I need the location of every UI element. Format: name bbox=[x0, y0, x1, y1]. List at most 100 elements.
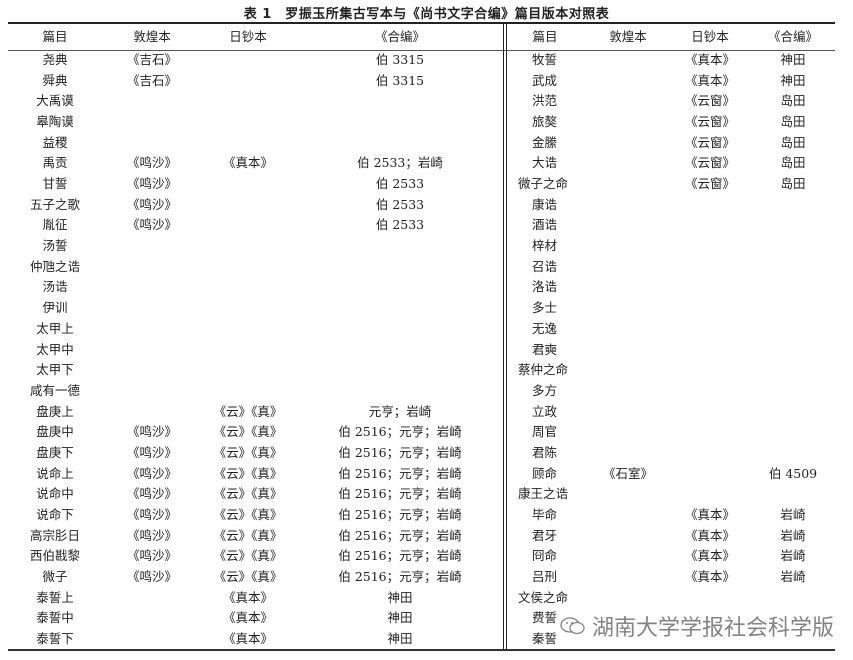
cell-title: 康诰 bbox=[532, 196, 558, 212]
cell-richao: 《真本》 bbox=[684, 548, 736, 564]
cell-title: 泰誓上 bbox=[36, 589, 74, 605]
cell-hebian: 岛田 bbox=[780, 176, 806, 192]
cell-title: 汤誓 bbox=[42, 238, 68, 254]
cell-hebian: 岛田 bbox=[780, 114, 806, 130]
cell-richao: 《真本》 bbox=[684, 527, 736, 543]
cell-hebian: 岛田 bbox=[780, 155, 806, 171]
cell-hebian: 伯 3315 bbox=[375, 52, 425, 67]
bottom-rule bbox=[8, 649, 835, 651]
cell-title: 吕刑 bbox=[532, 569, 558, 584]
cell-title: 禹贡 bbox=[42, 155, 68, 171]
cell-title: 金縢 bbox=[532, 134, 558, 150]
cell-dunhuang: 《鸣沙》 bbox=[126, 506, 178, 522]
header-richao: 日钞本 bbox=[691, 29, 729, 44]
cell-hebian: 伯 4509 bbox=[768, 465, 818, 481]
cell-title: 汤诰 bbox=[42, 279, 68, 295]
cell-richao: 《真本》 bbox=[222, 610, 274, 626]
cell-hebian: 神田 bbox=[387, 589, 413, 605]
cell-dunhuang: 《石室》 bbox=[602, 465, 654, 481]
cell-dunhuang: 《鸣沙》 bbox=[126, 176, 178, 192]
cell-title: 太甲中 bbox=[36, 341, 74, 357]
cell-richao: 《云》《真》 bbox=[213, 506, 283, 522]
cell-title: 文侯之命 bbox=[518, 589, 569, 605]
cell-title: 说命中 bbox=[36, 486, 74, 502]
cell-title: 周官 bbox=[532, 424, 558, 440]
header-dunhuang: 敦煌本 bbox=[609, 29, 647, 44]
header-hebian: 《合编》 bbox=[767, 29, 819, 44]
cell-title: 说命下 bbox=[36, 506, 74, 522]
cell-hebian: 岩崎 bbox=[780, 527, 806, 543]
cell-title: 大诰 bbox=[532, 155, 558, 171]
cell-title: 毕命 bbox=[532, 506, 558, 522]
cell-richao: 《真本》 bbox=[222, 631, 274, 647]
cell-title: 蔡仲之命 bbox=[518, 362, 569, 378]
cell-hebian: 岩崎 bbox=[780, 548, 806, 564]
cell-hebian: 伯 2516；元亨；岩崎 bbox=[338, 527, 462, 543]
cell-title: 高宗肜日 bbox=[29, 527, 81, 543]
cell-richao: 《云窗》 bbox=[684, 114, 736, 130]
cell-title: 多方 bbox=[532, 382, 558, 398]
watermark-text: 湖南大学学报社会科学版 bbox=[592, 616, 835, 641]
cell-title: 太甲下 bbox=[36, 362, 74, 378]
cell-title: 仲虺之诰 bbox=[29, 258, 81, 274]
cell-richao: 《云》《真》 bbox=[213, 444, 283, 460]
cell-title: 康王之诰 bbox=[518, 486, 569, 502]
table-title: 表 1 罗振玉所集古写本与《尚书文字合编》篇目版本对照表 bbox=[243, 7, 610, 22]
cell-title: 盘庚中 bbox=[36, 424, 74, 440]
cell-richao: 《真本》 bbox=[684, 52, 736, 67]
cell-hebian: 岛田 bbox=[780, 93, 806, 109]
cell-hebian: 伯 2516；元亨；岩崎 bbox=[338, 548, 462, 564]
cell-title: 洪范 bbox=[532, 93, 558, 109]
cell-title: 牧誓 bbox=[532, 52, 558, 67]
cell-title: 多士 bbox=[532, 300, 558, 316]
cell-hebian: 神田 bbox=[387, 610, 413, 626]
cell-dunhuang: 《鸣沙》 bbox=[126, 527, 178, 543]
header-title: 篇目 bbox=[532, 29, 558, 44]
cell-title: 盘庚上 bbox=[36, 403, 74, 419]
cell-richao: 《云窗》 bbox=[684, 134, 736, 150]
cell-hebian: 伯 2516；元亨；岩崎 bbox=[338, 444, 462, 460]
cell-title: 泰誓中 bbox=[36, 610, 74, 626]
cell-title: 顾命 bbox=[532, 465, 558, 481]
cell-hebian: 伯 2516；元亨；岩崎 bbox=[338, 506, 462, 522]
cell-title: 立政 bbox=[532, 403, 558, 419]
cell-hebian: 伯 2533 bbox=[375, 196, 425, 212]
wechat-icon bbox=[560, 616, 586, 636]
cell-dunhuang: 《鸣沙》 bbox=[126, 155, 178, 171]
cell-dunhuang: 《吉石》 bbox=[126, 72, 178, 88]
cell-title: 费誓 bbox=[532, 610, 558, 626]
cell-title: 五子之歌 bbox=[29, 196, 81, 212]
cell-dunhuang: 《鸣沙》 bbox=[126, 569, 178, 584]
cell-title: 大禹谟 bbox=[36, 93, 74, 109]
cell-richao: 《云》《真》 bbox=[213, 548, 283, 564]
cell-hebian: 元亨；岩崎 bbox=[368, 403, 432, 419]
cell-title: 无逸 bbox=[532, 320, 558, 336]
cell-title: 尧典 bbox=[42, 52, 68, 67]
cell-dunhuang: 《鸣沙》 bbox=[126, 217, 178, 233]
header-hebian: 《合编》 bbox=[374, 29, 426, 44]
cell-title: 舜典 bbox=[42, 72, 68, 88]
column-divider bbox=[506, 22, 507, 651]
cell-title: 召诰 bbox=[532, 258, 558, 274]
cell-richao: 《云窗》 bbox=[684, 155, 736, 171]
watermark: 湖南大学学报社会科学版 bbox=[560, 610, 834, 642]
cell-hebian: 神田 bbox=[780, 72, 806, 88]
cell-richao: 《真本》 bbox=[222, 589, 274, 605]
column-divider bbox=[503, 22, 504, 651]
cell-title: 微子之命 bbox=[518, 176, 569, 192]
cell-richao: 《真本》 bbox=[684, 506, 736, 522]
cell-hebian: 岩崎 bbox=[780, 569, 806, 584]
cell-richao: 《云窗》 bbox=[684, 93, 736, 109]
cell-title: 武成 bbox=[532, 72, 558, 88]
header-dunhuang: 敦煌本 bbox=[133, 29, 171, 44]
cell-hebian: 岛田 bbox=[780, 134, 806, 150]
cell-richao: 《云》《真》 bbox=[213, 424, 283, 440]
cell-title: 酒诰 bbox=[532, 217, 558, 233]
cell-title: 梓材 bbox=[532, 238, 558, 254]
cell-richao: 《云窗》 bbox=[684, 176, 736, 192]
cell-hebian: 岩崎 bbox=[780, 506, 806, 522]
cell-dunhuang: 《鸣沙》 bbox=[126, 465, 178, 481]
cell-title: 冏命 bbox=[532, 548, 558, 564]
cell-hebian: 伯 2516；元亨；岩崎 bbox=[338, 424, 462, 440]
cell-richao: 《真本》 bbox=[684, 72, 736, 88]
